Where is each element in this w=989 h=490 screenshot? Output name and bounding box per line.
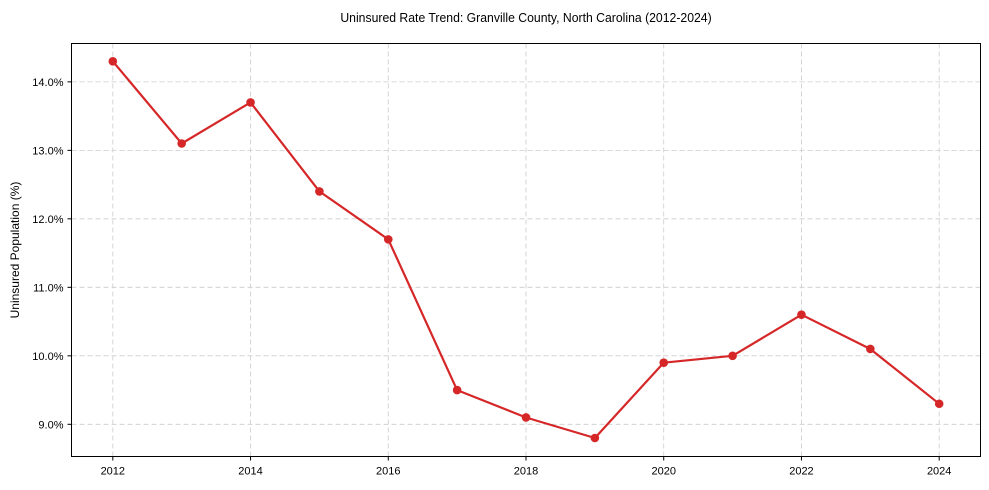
y-tick-label: 9.0% [38,419,63,431]
y-tick-label: 12.0% [32,214,63,226]
data-point [866,344,875,354]
y-axis: 9.0% 10.0% 11.0% 12.0% 13.0% 14.0% [32,77,72,431]
y-tick-label: 13.0% [32,145,63,157]
x-tick-label: 2016 [376,466,400,478]
data-point [315,187,324,196]
data-point [246,98,255,107]
data-point [177,139,186,148]
plot-frame [71,43,981,457]
y-tick-label: 11.0% [33,282,64,294]
data-point [728,351,737,361]
x-tick-label: 2020 [651,466,675,478]
data-point [934,399,944,409]
y-tick-label: 10.0% [32,351,63,363]
data-point [452,385,462,395]
data-point [383,235,393,244]
chart-title: Uninsured Rate Trend: Granville County, … [340,10,712,25]
x-tick-label: 2012 [101,466,125,478]
y-axis-label: Uninsured Population (%) [8,182,22,319]
grid-lines [71,43,981,457]
data-series [108,57,944,443]
x-tick-label: 2014 [238,466,262,478]
y-tick-label: 14.0% [32,77,63,89]
data-point [108,57,118,66]
data-point [521,413,531,422]
x-axis: 2012 2014 2016 2018 2020 2022 2024 [101,456,951,478]
data-point [590,433,600,443]
x-tick-label: 2022 [789,466,813,478]
x-tick-label: 2018 [514,466,538,478]
data-point [659,358,669,367]
x-tick-label: 2024 [927,466,951,478]
data-point [797,310,806,320]
